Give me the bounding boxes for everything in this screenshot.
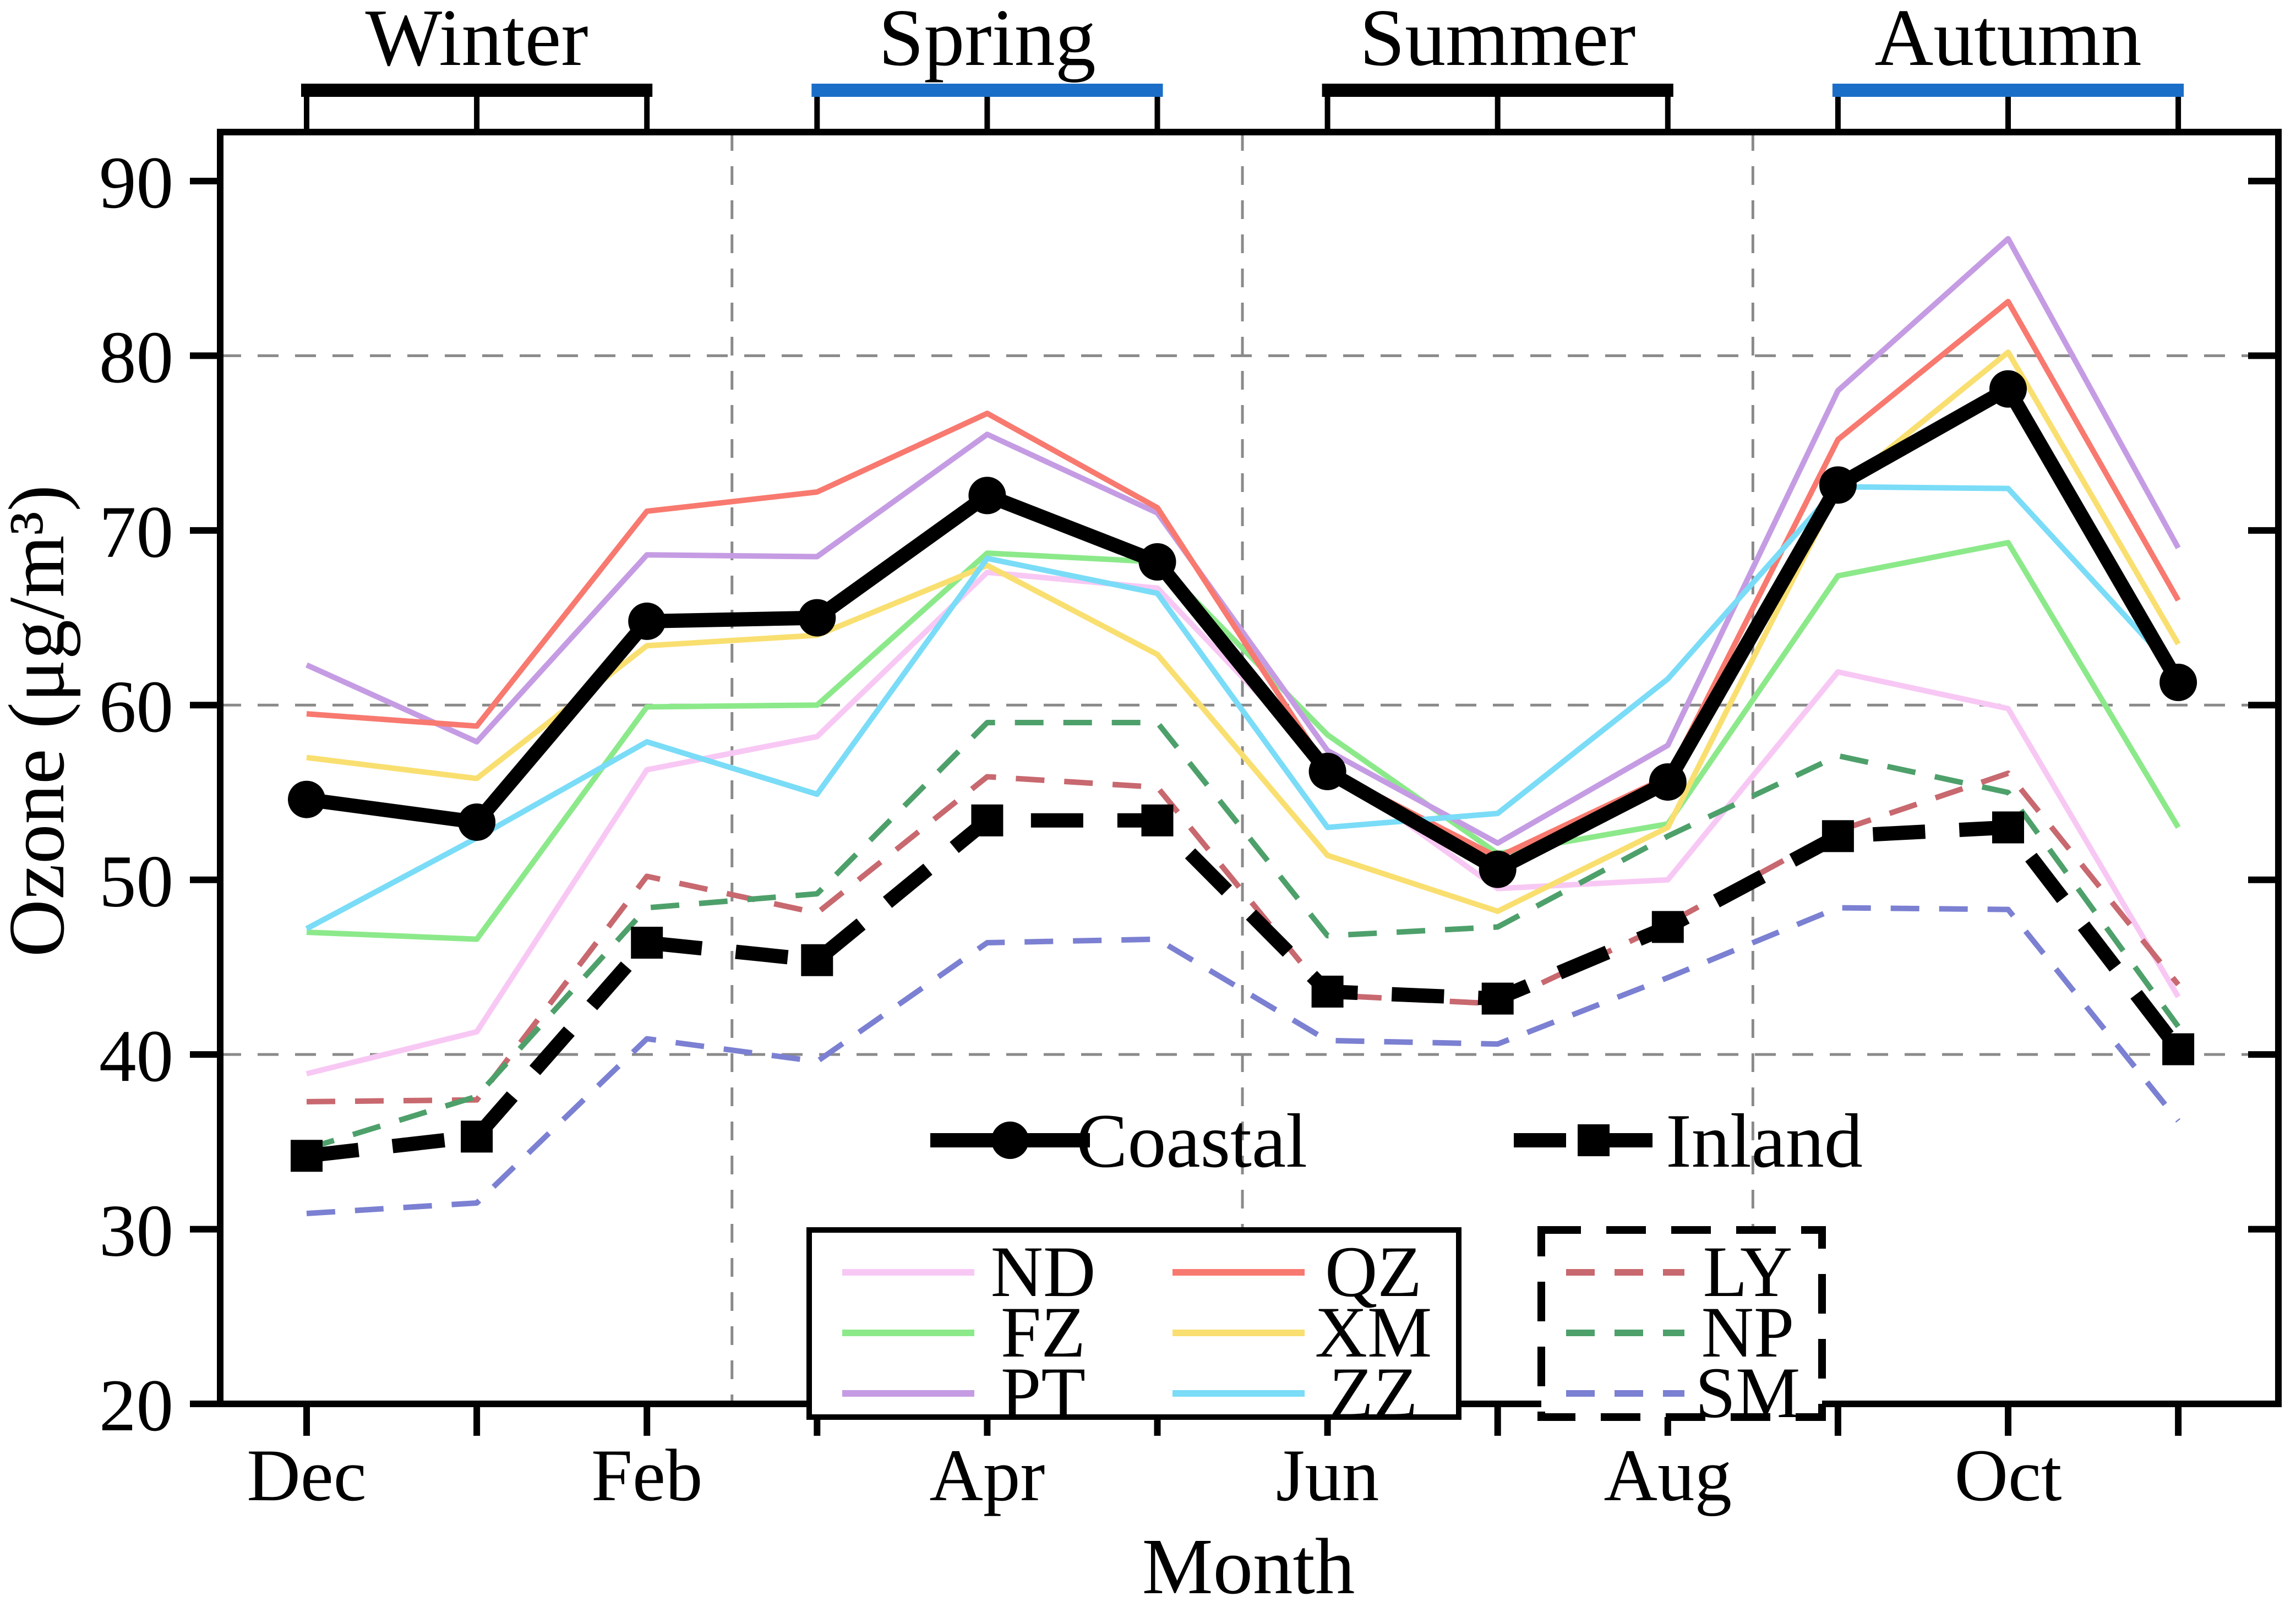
xtick-label-Feb: Feb	[591, 1435, 703, 1517]
season-leg-Summer	[1324, 97, 1330, 132]
ytick-label-20: 20	[99, 1365, 173, 1447]
series-line-FZ	[306, 540, 2181, 942]
marker-Inland-Dec	[291, 1140, 323, 1172]
series-line-ZZ	[305, 484, 2180, 932]
season-leg-Winter	[644, 97, 650, 132]
x-axis-title: Month	[1142, 1523, 1355, 1611]
gridlines-layer	[220, 132, 2278, 1404]
ytick-label-30: 30	[99, 1190, 173, 1272]
inland-legend-marker	[1578, 1124, 1610, 1156]
season-leg-Summer	[1495, 97, 1501, 132]
legend-averages: Coastal Inland	[930, 1098, 1863, 1184]
xtick-label-Aug: Aug	[1604, 1435, 1732, 1517]
marker-Inland-Jan	[461, 1120, 493, 1153]
series-layer	[288, 236, 2197, 1216]
fz-label: FZ	[1001, 1292, 1086, 1373]
season-leg-Winter	[304, 97, 309, 132]
marker-Coastal-Oct	[1989, 370, 2027, 408]
season-brackets-layer: Winter Spring Summer Autumn	[301, 0, 2184, 132]
season-leg-Spring	[984, 97, 990, 132]
series-line-QZ	[306, 299, 2181, 860]
series-line-LY	[306, 770, 2180, 1104]
season-leg-Autumn	[2005, 97, 2011, 132]
season-leg-Autumn	[2175, 97, 2182, 132]
marker-Coastal-Mar	[798, 599, 836, 637]
season-bar-Autumn	[1832, 84, 2184, 97]
axes-frame-layer: 20 30 40 50 60 70 80 90 Dec Feb Apr Jun Aug Oct	[99, 129, 2282, 1517]
marker-Inland-May	[1141, 804, 1174, 836]
sm-label: SM	[1695, 1352, 1801, 1433]
ytick-label-50: 50	[99, 841, 173, 923]
qz-label: QZ	[1325, 1231, 1422, 1312]
y-axis-title: Ozone (μg/m³)	[0, 485, 81, 957]
ytick-label-60: 60	[99, 666, 173, 748]
ytick-label-40: 40	[99, 1015, 173, 1097]
season-leg-Summer	[1665, 97, 1671, 132]
coastal-legend-marker	[991, 1122, 1029, 1159]
marker-Coastal-Apr	[968, 477, 1006, 515]
xtick-label-Dec: Dec	[247, 1435, 366, 1517]
season-bar-Spring	[811, 84, 1163, 97]
season-label-Summer: Summer	[1360, 0, 1636, 83]
ytick-label-70: 70	[99, 491, 173, 573]
season-leg-Spring	[1154, 97, 1160, 132]
series-line-PT	[305, 236, 2181, 846]
coastal-legend-label: Coastal	[1076, 1098, 1307, 1184]
ytick-label-80: 80	[99, 316, 173, 398]
xtick-label-Apr: Apr	[929, 1435, 1045, 1517]
marker-Inland-Jun	[1311, 975, 1344, 1008]
legend-coastal-cities: ND FZ PT QZ XM ZZ	[806, 1227, 1461, 1433]
season-leg-Spring	[814, 97, 820, 132]
marker-Inland-Apr	[971, 804, 1004, 836]
ly-label: LY	[1703, 1231, 1793, 1312]
marker-Inland-Oct	[1992, 811, 2024, 844]
season-label-Autumn: Autumn	[1874, 0, 2141, 83]
marker-Coastal-Aug	[1649, 763, 1687, 801]
season-bar-Summer	[1322, 84, 1673, 97]
pt-label: PT	[1001, 1352, 1086, 1433]
series-line-SM	[306, 905, 2180, 1216]
marker-Coastal-Feb	[628, 602, 666, 640]
np-label: NP	[1701, 1292, 1795, 1373]
coastal-legend-box	[806, 1227, 1461, 1420]
marker-Coastal-May	[1138, 543, 1176, 581]
legend-inland-cities: LY NP SM	[1537, 1226, 1826, 1433]
season-leg-Winter	[474, 97, 480, 132]
inland-legend-box	[1537, 1226, 1826, 1421]
xm-label: XM	[1315, 1292, 1432, 1373]
zz-label: ZZ	[1329, 1352, 1417, 1433]
xtick-label-Jun: Jun	[1276, 1435, 1379, 1517]
marker-Coastal-Jun	[1308, 752, 1346, 790]
marker-Coastal-Sep	[1819, 466, 1857, 504]
marker-Inland-Sep	[1821, 820, 1854, 852]
series-line-NP	[306, 720, 2181, 1152]
marker-Inland-Jul	[1481, 982, 1514, 1015]
nd-label: ND	[991, 1231, 1096, 1312]
season-bar-Winter	[301, 84, 653, 97]
series-line-Inland	[306, 813, 2184, 1163]
marker-Coastal-Nov	[2159, 664, 2197, 702]
marker-Coastal-Jul	[1479, 850, 1517, 888]
inland-legend-label: Inland	[1666, 1098, 1863, 1184]
season-leg-Autumn	[1835, 97, 1841, 132]
xtick-label-Oct: Oct	[1955, 1435, 2062, 1517]
season-label-Spring: Spring	[879, 0, 1096, 83]
ytick-label-90: 90	[99, 142, 173, 224]
season-label-Winter: Winter	[366, 0, 588, 83]
marker-Inland-Feb	[631, 926, 663, 959]
marker-Inland-Nov	[2162, 1033, 2195, 1065]
marker-Coastal-Dec	[288, 780, 325, 818]
marker-Inland-Mar	[801, 944, 833, 976]
marker-Coastal-Jan	[458, 803, 496, 841]
series-line-Coastal	[306, 381, 2185, 877]
marker-Inland-Aug	[1651, 911, 1684, 943]
